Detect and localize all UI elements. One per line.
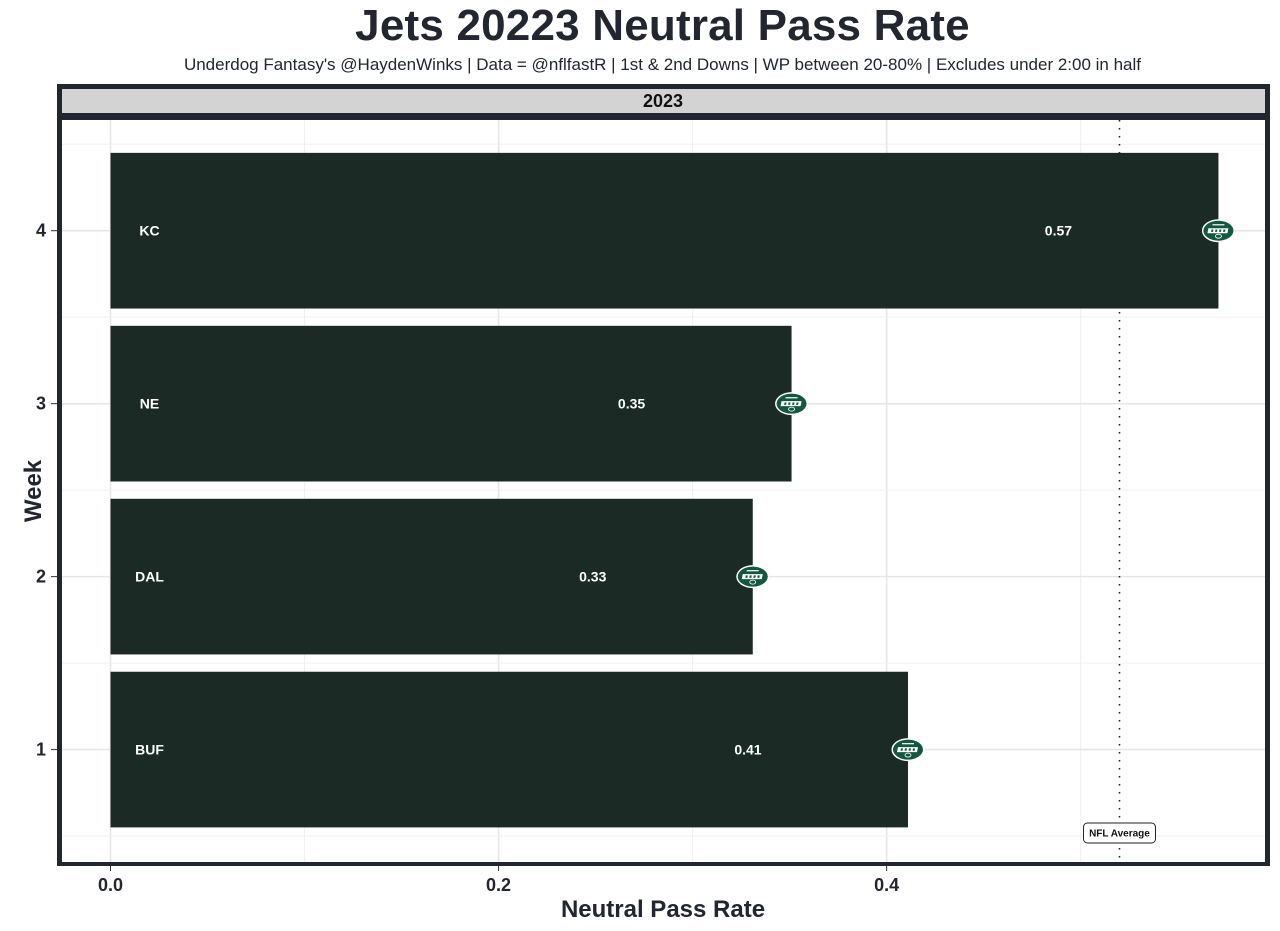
chart-subtitle: Underdog Fantasy's @HaydenWinks | Data =… [183, 55, 1142, 74]
y-tick-label: 1 [36, 740, 46, 760]
logo-football [904, 752, 912, 758]
value-label: 0.35 [618, 396, 645, 412]
logo-football [1215, 233, 1222, 239]
x-axis-title: Neutral Pass Rate [561, 896, 765, 923]
logo-wordmark-main [780, 401, 802, 407]
y-axis-title: Week [20, 459, 47, 522]
x-axis: 0.0 0.2 0.4 [98, 866, 899, 895]
bar-week-1 [110, 671, 908, 828]
value-label: 0.57 [1045, 223, 1072, 239]
opponent-label: KC [139, 223, 159, 239]
logo-wordmark-cutouts [784, 402, 799, 405]
y-tick-label: 2 [36, 567, 46, 587]
jets-logo-icon [1201, 219, 1235, 243]
jets-logo-icon [775, 392, 809, 416]
facet-strip [62, 89, 1265, 113]
logo-wordmark-cutouts [900, 748, 915, 751]
reference-line-group: NFL Average [1082, 120, 1156, 862]
y-tick-label: 3 [36, 394, 46, 414]
facet-strip-label: 2023 [643, 91, 683, 111]
logo-wordmark-top [746, 570, 759, 572]
bar-week-2 [110, 498, 753, 655]
y-tick-label: 4 [36, 221, 46, 241]
jets-logo-icon [891, 738, 925, 762]
bar-week-3 [110, 325, 792, 482]
value-label: 0.33 [579, 569, 606, 585]
nfl-average-label-box [1082, 822, 1156, 844]
nfl-average-label: NFL Average [1089, 829, 1150, 840]
value-label: 0.41 [734, 742, 761, 758]
logo-wordmark-main [1207, 228, 1229, 234]
logo-wordmark-top [901, 743, 914, 745]
x-tick-label: 0.4 [874, 875, 899, 895]
bar-week-4 [110, 152, 1219, 309]
y-axis: 1 2 3 4 [36, 221, 57, 760]
x-tick-label: 0.0 [98, 875, 123, 895]
x-tick-label: 0.2 [486, 875, 511, 895]
opponent-label: DAL [135, 569, 164, 585]
logo-football [749, 579, 757, 585]
opponent-label: NE [140, 396, 159, 412]
jets-logo-icon [736, 565, 770, 589]
logo-wordmark-top [1212, 224, 1225, 226]
bars: BUF 0.41 DAL 0.33 NE 0.35 KC 0.57 [110, 152, 1235, 828]
logo-wordmark-main [896, 747, 918, 753]
logo-football [788, 406, 795, 412]
opponent-label: BUF [135, 742, 164, 758]
chart-title: Jets 20223 Neutral Pass Rate [355, 1, 970, 50]
logo-wordmark-cutouts [745, 575, 760, 578]
logo-wordmark-main [741, 574, 763, 580]
logo-wordmark-top [785, 397, 798, 399]
logo-wordmark-cutouts [1211, 229, 1226, 232]
